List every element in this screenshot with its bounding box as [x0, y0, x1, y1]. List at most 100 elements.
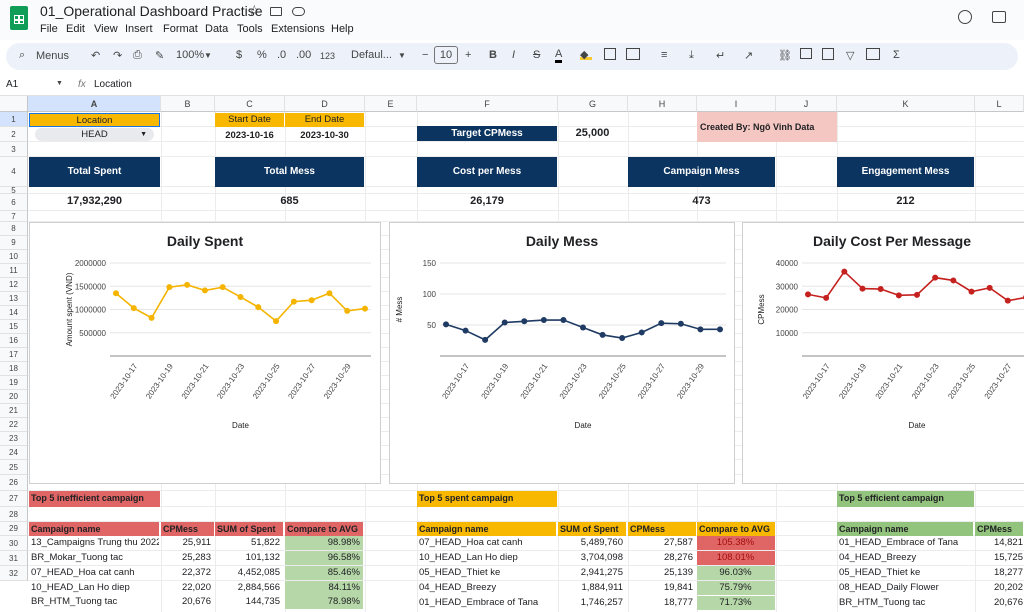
row-header-20[interactable]: 20: [0, 390, 28, 404]
spent-row-cell[interactable]: 105.38%: [697, 536, 775, 550]
name-box[interactable]: A1: [6, 79, 19, 90]
row-header-28[interactable]: 28: [0, 507, 28, 522]
valign-icon[interactable]: ⤓: [689, 49, 694, 61]
row-header-4[interactable]: 4: [0, 157, 28, 187]
font-select[interactable]: Defaul...: [351, 49, 392, 61]
borders-icon[interactable]: [604, 48, 616, 60]
row-header-25[interactable]: 25: [0, 460, 28, 475]
target-cpmess-value[interactable]: 25,000: [575, 127, 610, 139]
menu-help[interactable]: Help: [331, 23, 354, 35]
efficient-row-cell[interactable]: 20,202: [993, 582, 1023, 593]
spent-header[interactable]: Campaign name: [417, 522, 556, 536]
undo-icon[interactable]: ↶: [91, 50, 101, 62]
cloud-status-icon[interactable]: [292, 7, 305, 16]
select-all-corner[interactable]: [0, 96, 28, 112]
filter-views-icon[interactable]: [866, 48, 880, 60]
inefficient-row-cell[interactable]: BR_Mokar_Tuong tac: [31, 552, 124, 563]
column-header-A[interactable]: A: [28, 96, 161, 112]
column-header-D[interactable]: D: [285, 96, 365, 112]
location-dropdown[interactable]: HEAD ▼: [35, 128, 154, 141]
fill-color-icon[interactable]: ◆: [580, 48, 592, 61]
inefficient-row-cell[interactable]: 25,911: [182, 537, 211, 548]
align-icon[interactable]: ≡: [661, 49, 668, 61]
inefficient-header[interactable]: Compare to AVG: [285, 522, 363, 536]
inefficient-row-cell[interactable]: 144,735: [245, 596, 280, 607]
italic-button[interactable]: I: [512, 49, 516, 61]
created-by-cell[interactable]: Created By: Ngô Vinh Data: [697, 112, 837, 142]
row-header-12[interactable]: 12: [0, 278, 28, 292]
row-header-8[interactable]: 8: [0, 222, 28, 236]
start-date-value[interactable]: 2023-10-16: [225, 130, 274, 141]
row-header-9[interactable]: 9: [0, 236, 28, 250]
spent-header[interactable]: Compare to AVG: [697, 522, 775, 536]
row-header-27[interactable]: 27: [0, 491, 28, 507]
spent-row-cell[interactable]: 1,884,911: [581, 582, 623, 593]
chart-daily-mess[interactable]: Daily Mess 50 100 150 2023-10-17 2023-10-19 2…: [389, 222, 735, 484]
more-formats-button[interactable]: 123: [320, 51, 336, 61]
font-size-decrease-button[interactable]: −: [422, 49, 429, 61]
font-size-input[interactable]: 10: [434, 46, 458, 64]
link-icon[interactable]: ⛓: [778, 50, 792, 62]
star-icon[interactable]: ☆: [248, 2, 261, 18]
row-header-29[interactable]: 29: [0, 522, 28, 536]
efficient-title[interactable]: Top 5 efficient campaign: [837, 491, 974, 507]
spent-row-cell[interactable]: 27,587: [663, 537, 693, 548]
inefficient-title[interactable]: Top 5 inefficient campaign: [29, 491, 160, 507]
inefficient-row-cell[interactable]: 96.58%: [285, 551, 363, 565]
inefficient-row-cell[interactable]: 22,020: [181, 582, 211, 593]
efficient-row-cell[interactable]: 20,676: [993, 597, 1023, 608]
row-header-6[interactable]: 6: [0, 194, 28, 211]
text-color-button[interactable]: A: [555, 49, 563, 63]
row-header-1[interactable]: 1: [0, 112, 28, 127]
menu-insert[interactable]: Insert: [125, 23, 153, 35]
row-header-22[interactable]: 22: [0, 418, 28, 432]
efficient-row-cell[interactable]: BR_HTM_Tuong tac: [839, 597, 926, 608]
row-header-7[interactable]: 7: [0, 211, 28, 222]
increase-decimal-button[interactable]: .00: [296, 49, 312, 61]
currency-button[interactable]: $: [236, 49, 243, 61]
font-size-increase-button[interactable]: +: [465, 49, 472, 61]
start-date-label[interactable]: Start Date: [215, 113, 284, 127]
menu-file[interactable]: File: [40, 23, 58, 35]
spent-header[interactable]: SUM of Spent: [558, 522, 626, 536]
kpi-total-mess-value[interactable]: 685: [280, 195, 299, 207]
formula-input[interactable]: Location: [94, 79, 132, 90]
efficient-row-cell[interactable]: 05_HEAD_Thiet ke: [839, 567, 921, 578]
inefficient-row-cell[interactable]: 51,822: [250, 537, 280, 548]
move-folder-icon[interactable]: [270, 7, 282, 16]
row-header-19[interactable]: 19: [0, 376, 28, 390]
kpi-campaign-mess-value[interactable]: 473: [692, 195, 711, 207]
efficient-header[interactable]: CPMess: [975, 522, 1023, 536]
location-label-cell[interactable]: Location: [29, 113, 160, 127]
comments-icon[interactable]: [992, 11, 1006, 23]
end-date-label[interactable]: End Date: [285, 113, 364, 127]
efficient-row-cell[interactable]: 15,725: [993, 552, 1023, 563]
row-header-24[interactable]: 24: [0, 446, 28, 460]
inefficient-header[interactable]: CPMess: [161, 522, 214, 536]
column-header-I[interactable]: I: [697, 96, 776, 112]
percent-button[interactable]: %: [257, 49, 267, 61]
spent-row-cell[interactable]: 07_HEAD_Hoa cat canh: [419, 537, 523, 548]
row-header-30[interactable]: 30: [0, 536, 28, 551]
chevron-down-icon[interactable]: ▼: [56, 80, 63, 87]
kpi-total-spent-value[interactable]: 17,932,290: [66, 195, 123, 207]
row-header-15[interactable]: 15: [0, 320, 28, 334]
spent-row-cell[interactable]: 5,489,760: [580, 537, 623, 548]
spent-row-cell[interactable]: 1,746,257: [580, 597, 623, 608]
kpi-cost-per-mess-label[interactable]: Cost per Mess: [417, 157, 557, 187]
comment-icon[interactable]: [800, 48, 812, 59]
kpi-campaign-mess-label[interactable]: Campaign Mess: [628, 157, 775, 187]
row-header-16[interactable]: 16: [0, 334, 28, 348]
spent-row-cell[interactable]: 28,276: [663, 552, 693, 563]
kpi-engagement-mess-label[interactable]: Engagement Mess: [837, 157, 974, 187]
column-header-K[interactable]: K: [837, 96, 975, 112]
row-header-2[interactable]: 2: [0, 127, 28, 142]
chart-icon[interactable]: [822, 48, 834, 60]
row-header-21[interactable]: 21: [0, 404, 28, 418]
sheets-logo-icon[interactable]: [10, 6, 28, 30]
inefficient-row-cell[interactable]: 101,132: [245, 552, 280, 563]
row-header-17[interactable]: 17: [0, 348, 28, 362]
row-header-5[interactable]: 5: [0, 187, 28, 195]
merge-cells-icon[interactable]: [626, 48, 640, 60]
column-header-J[interactable]: J: [776, 96, 837, 112]
